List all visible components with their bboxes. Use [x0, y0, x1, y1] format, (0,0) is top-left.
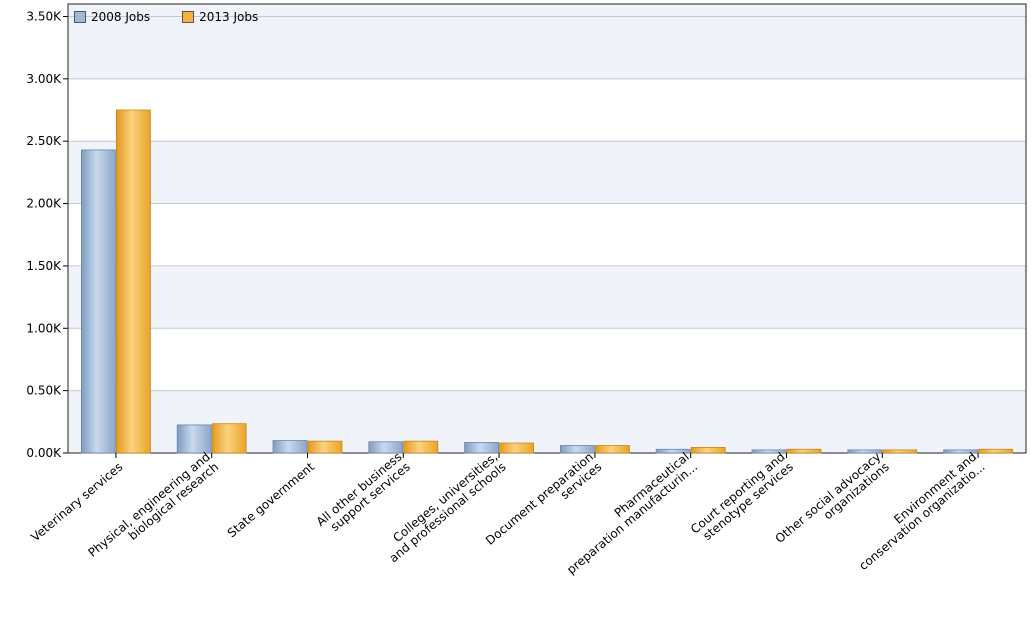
y-tick-label: 1.00K: [26, 321, 62, 335]
grid-band: [68, 390, 1026, 453]
bar-2008: [176, 424, 212, 454]
bar-2008: [464, 441, 500, 454]
legend-label-2008: 2008 Jobs: [91, 10, 151, 24]
bar-2008: [943, 449, 978, 454]
bar-2013: [978, 448, 1013, 454]
bar-2013: [786, 448, 822, 454]
bar-2013: [403, 440, 439, 454]
legend: 2008 Jobs 2013 Jobs: [74, 10, 258, 24]
bar-2013: [595, 445, 630, 454]
y-tick-label: 2.50K: [26, 134, 62, 148]
y-tick-label: 0.50K: [26, 384, 62, 398]
y-tick-label: 2.00K: [26, 197, 62, 211]
x-tick-label-line: Physical, engineering and: [85, 450, 212, 560]
x-tick-label-line: All other business: [314, 450, 405, 529]
x-tick-label-line: biological research: [126, 460, 222, 543]
grid-band: [68, 265, 1026, 329]
bar-2008: [847, 449, 883, 454]
legend-item-2008: 2008 Jobs: [74, 10, 150, 24]
bar-2013: [499, 442, 535, 454]
grid-band: [68, 141, 1026, 204]
x-tick-label: State government: [225, 459, 318, 540]
bar-2013: [690, 446, 726, 454]
bar-2008: [560, 445, 595, 454]
bar-2013: [211, 423, 247, 454]
legend-swatch-2013: [182, 11, 195, 23]
legend-item-2013: 2013 Jobs: [182, 10, 258, 24]
bar-2013: [882, 449, 918, 454]
grid-band: [68, 4, 1026, 17]
legend-swatch-2008: [74, 11, 86, 23]
x-tick-label-line: State government: [225, 459, 318, 540]
bar-2008: [655, 448, 691, 454]
bar-2013: [307, 440, 343, 454]
y-tick-label: 1.50K: [26, 259, 62, 273]
legend-label-2013: 2013 Jobs: [199, 10, 259, 24]
y-tick-label: 3.00K: [26, 72, 62, 86]
y-tick-label: 0.00K: [26, 446, 62, 460]
plot-frame: [67, 3, 1027, 454]
bar-2008: [81, 149, 116, 454]
bar-2008: [751, 449, 787, 454]
y-tick-label: 3.50K: [26, 9, 62, 23]
bar-2008: [368, 441, 404, 454]
bar-2008: [272, 440, 308, 454]
grid-band: [68, 16, 1026, 79]
x-tick-label-line: Court reporting and: [688, 450, 788, 537]
bar-2013: [116, 109, 151, 454]
